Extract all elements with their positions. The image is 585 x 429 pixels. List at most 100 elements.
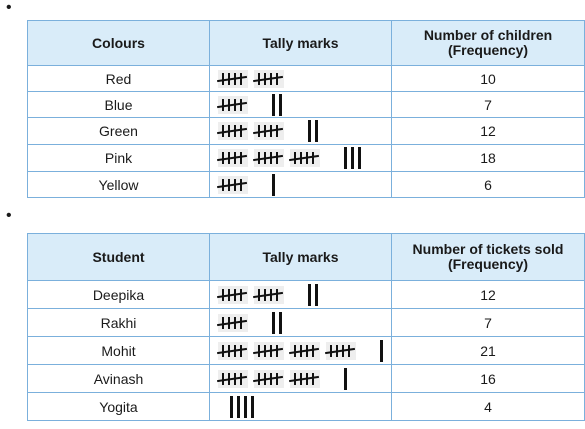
table-row: Yogita 4 <box>27 392 585 421</box>
tally-group-of-five <box>217 285 248 304</box>
tally-stroke <box>312 372 314 385</box>
tally-single-marks <box>230 395 258 418</box>
tally-stroke <box>312 152 314 164</box>
tally-group-of-five <box>217 95 248 114</box>
tally-group-of-five <box>289 369 320 388</box>
tally-stroke <box>276 125 278 137</box>
tally-bar <box>315 283 318 306</box>
tally-stroke <box>276 72 278 85</box>
tally-group-of-five <box>253 69 284 88</box>
tally-bar <box>272 173 275 196</box>
tally-single-marks <box>272 311 286 334</box>
tally-group-of-five <box>253 341 284 360</box>
table-row: Green 12 <box>27 117 585 145</box>
tally-bar <box>315 120 318 142</box>
tally-single-marks <box>344 147 365 169</box>
tally-bar <box>251 395 254 418</box>
tally-stroke <box>276 344 278 357</box>
row-label: Green <box>27 117 210 145</box>
row-count: 18 <box>391 144 585 172</box>
table-row: Mohit 21 <box>27 336 585 365</box>
row-count: 4 <box>391 392 585 421</box>
tally-stroke <box>240 288 242 301</box>
tally-stroke <box>240 344 242 357</box>
tally-single-marks <box>380 339 387 362</box>
tally-stroke <box>240 316 242 329</box>
row-count: 7 <box>391 308 585 337</box>
tally-group-of-five <box>217 122 248 140</box>
tally-marks-cell <box>209 144 392 172</box>
row-count: 10 <box>391 65 585 92</box>
tally-bar <box>244 395 247 418</box>
table-row: Avinash 16 <box>27 364 585 393</box>
table-row: Yellow 6 <box>27 171 585 198</box>
bullet-1: • <box>6 0 12 16</box>
tally-stroke <box>276 152 278 164</box>
tally-stroke <box>240 125 242 137</box>
tally-single-marks <box>272 93 286 116</box>
tally-marks-cell <box>209 65 392 92</box>
header-frequency-line2: (Frequency) <box>447 256 529 272</box>
row-count: 21 <box>391 336 585 365</box>
tally-group-of-five <box>253 122 284 140</box>
tally-marks-cell <box>209 280 392 309</box>
header-frequency-line2: (Frequency) <box>447 42 529 58</box>
tally-stroke <box>312 344 314 357</box>
header-frequency-line1: Number of children <box>423 27 553 43</box>
tally-single-marks <box>344 367 351 390</box>
row-count: 7 <box>391 91 585 118</box>
tally-bar <box>380 339 383 362</box>
tally-stroke <box>240 152 242 164</box>
tally-bar <box>279 311 282 334</box>
tally-marks-cell <box>209 91 392 118</box>
header-student: Student <box>27 233 210 281</box>
tally-group-of-five <box>217 313 248 332</box>
colours-frequency-table: Colours Tally marks Number of children (… <box>27 20 585 198</box>
tally-group-of-five <box>253 285 284 304</box>
tally-single-marks <box>272 173 279 196</box>
tally-bar <box>358 147 361 169</box>
tally-group-of-five <box>217 369 248 388</box>
tally-bar <box>308 120 311 142</box>
row-count: 16 <box>391 364 585 393</box>
tally-stroke <box>276 372 278 385</box>
row-count: 6 <box>391 171 585 198</box>
header-frequency-line1: Number of tickets sold <box>412 241 564 257</box>
table-row: Blue 7 <box>27 91 585 118</box>
tally-single-marks <box>308 283 322 306</box>
tally-bar <box>272 311 275 334</box>
tally-group-of-five <box>289 149 320 167</box>
tally-group-of-five <box>217 341 248 360</box>
tally-stroke <box>240 178 242 191</box>
header-frequency: Number of children (Frequency) <box>391 20 585 66</box>
tally-bar <box>344 367 347 390</box>
table-row: Rakhi 7 <box>27 308 585 337</box>
row-count: 12 <box>391 117 585 145</box>
row-label: Deepika <box>27 280 210 309</box>
tally-marks-cell <box>209 171 392 198</box>
table-row: Red 10 <box>27 65 585 92</box>
tally-group-of-five <box>253 369 284 388</box>
tally-group-of-five <box>217 175 248 194</box>
tally-marks-cell <box>209 117 392 145</box>
row-label: Red <box>27 65 210 92</box>
row-label: Yellow <box>27 171 210 198</box>
tally-group-of-five <box>289 341 320 360</box>
tally-marks-cell <box>209 364 392 393</box>
tally-group-of-five <box>325 341 356 360</box>
table-row: Deepika 12 <box>27 280 585 309</box>
row-label: Rakhi <box>27 308 210 337</box>
row-label: Yogita <box>27 392 210 421</box>
tally-bar <box>272 93 275 116</box>
header-tally-marks: Tally marks <box>209 20 392 66</box>
tally-group-of-five <box>217 69 248 88</box>
header-frequency: Number of tickets sold (Frequency) <box>391 233 585 281</box>
row-label: Avinash <box>27 364 210 393</box>
tally-stroke <box>240 72 242 85</box>
tally-bar <box>351 147 354 169</box>
table-row: Pink 18 <box>27 144 585 172</box>
tally-stroke <box>240 372 242 385</box>
header-tally-marks: Tally marks <box>209 233 392 281</box>
tally-bar <box>230 395 233 418</box>
row-label: Blue <box>27 91 210 118</box>
